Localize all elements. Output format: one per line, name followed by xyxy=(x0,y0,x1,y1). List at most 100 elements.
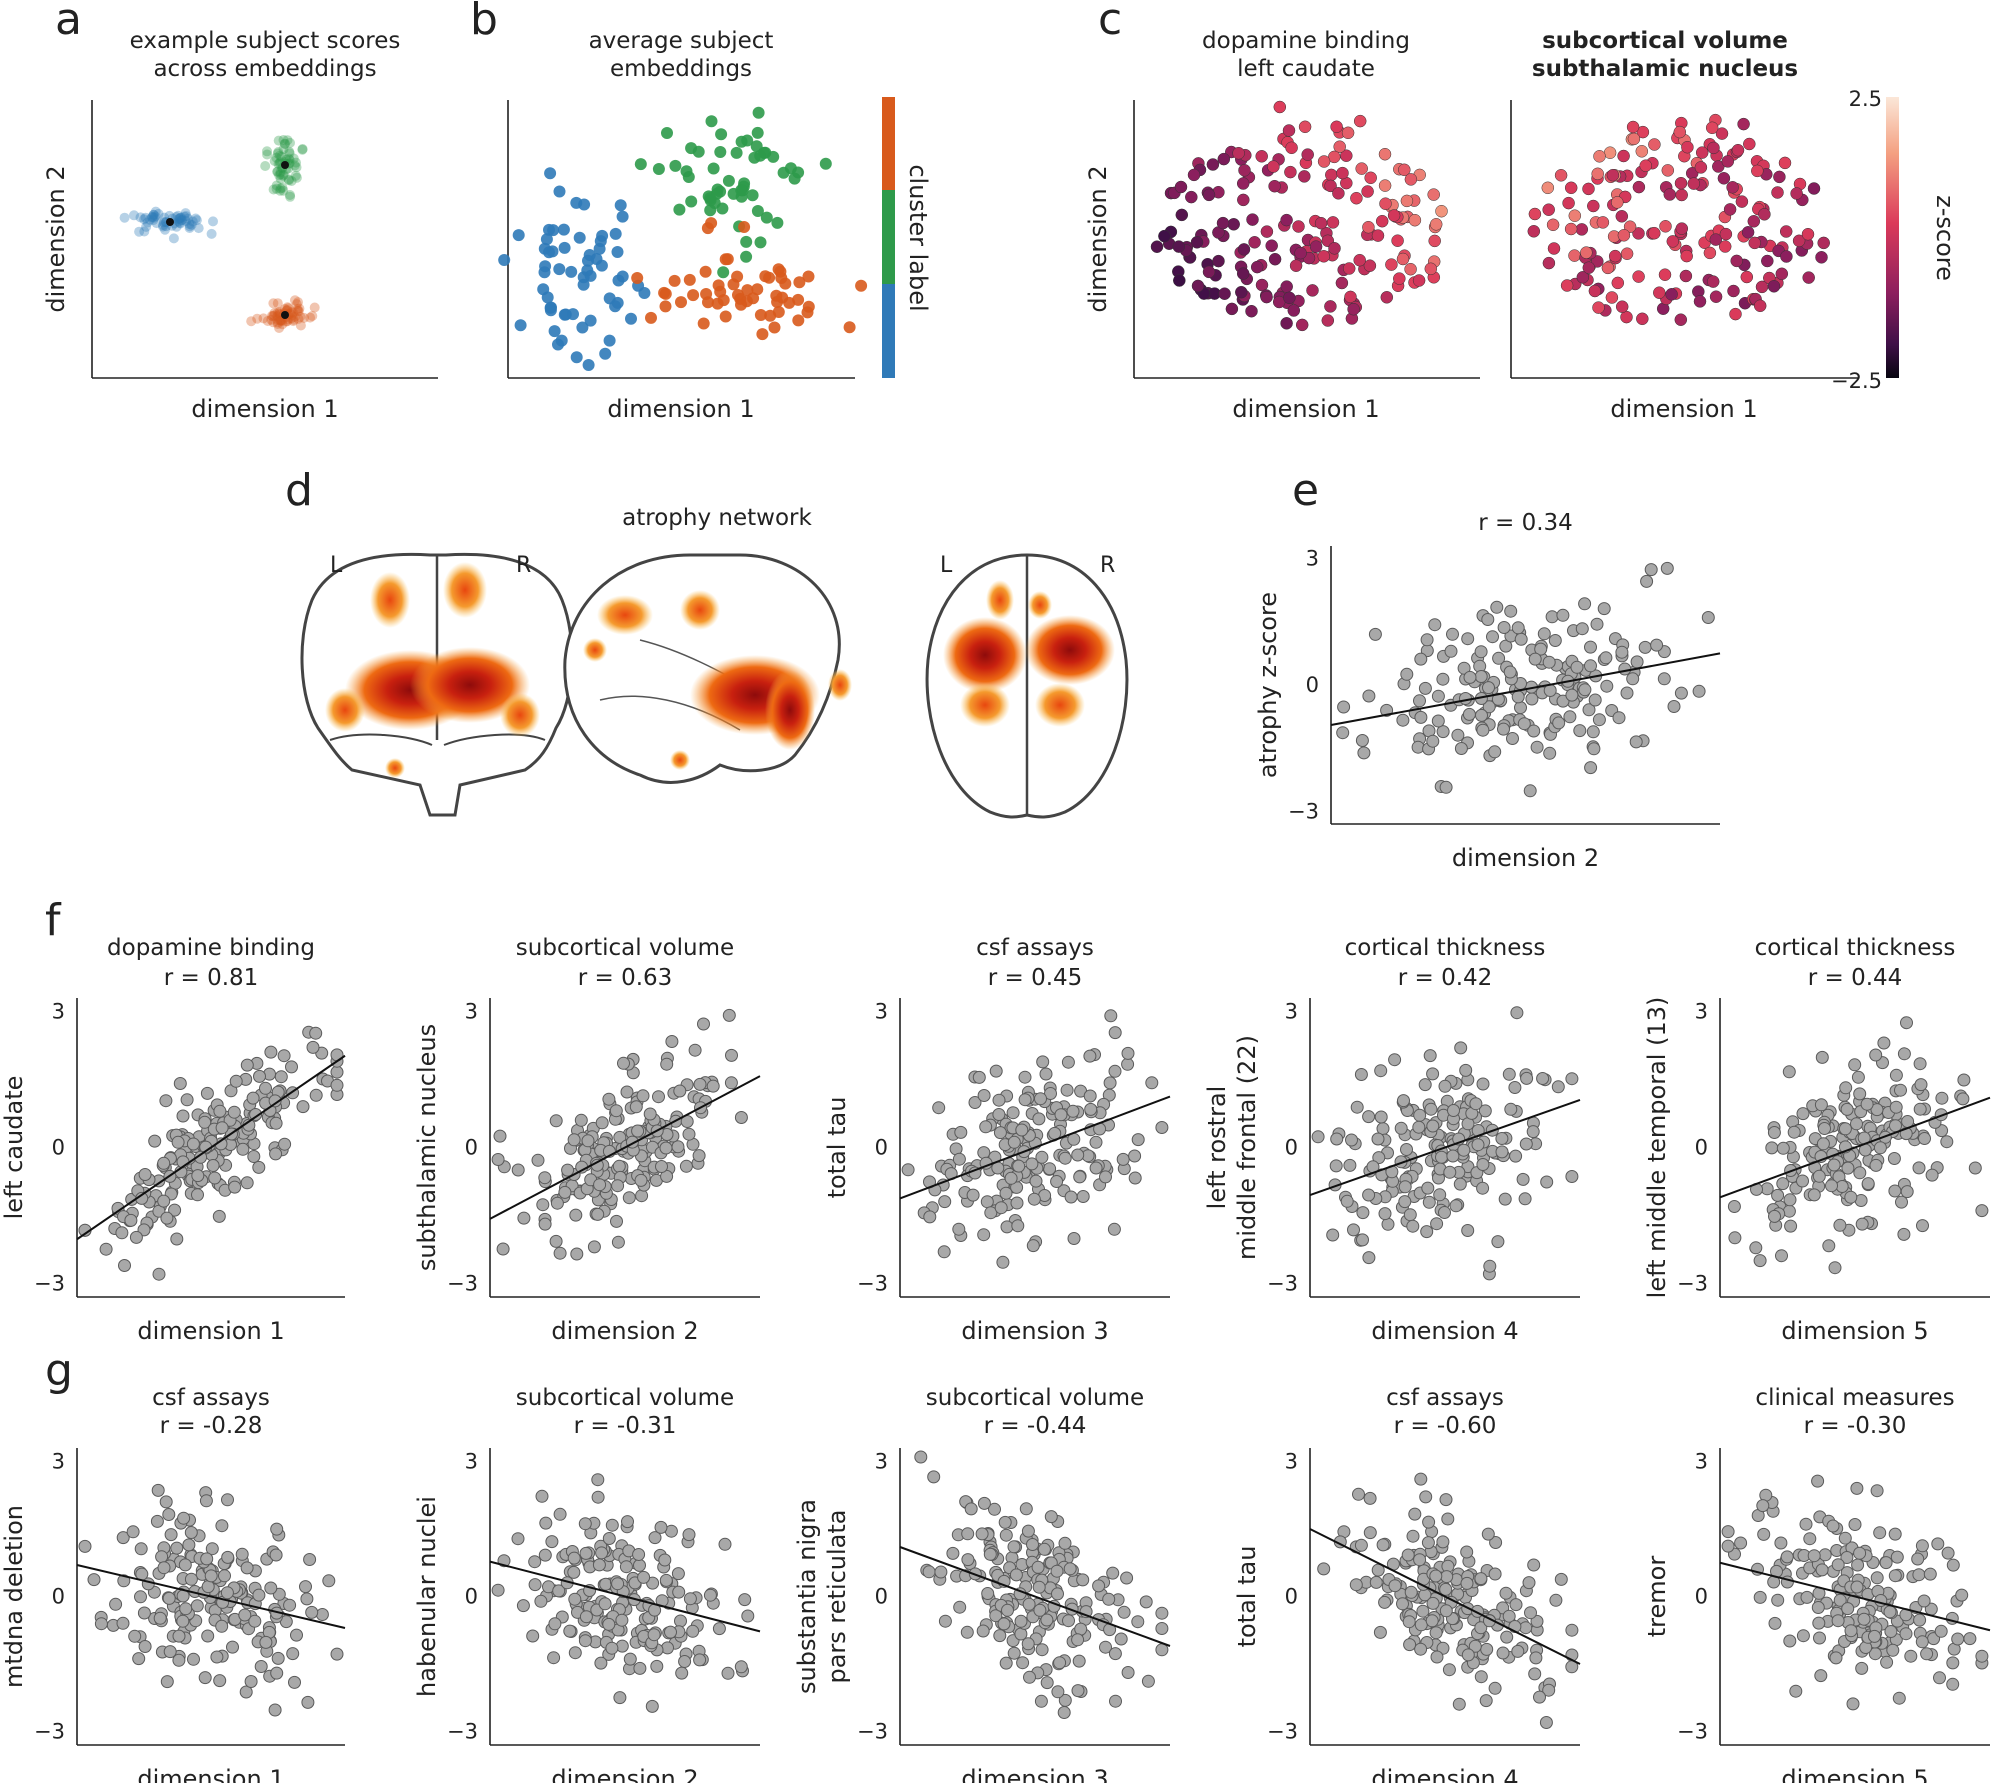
zscore-point xyxy=(1393,272,1406,285)
scatter-point xyxy=(296,1100,310,1114)
scatter-title-f5: cortical thickness xyxy=(1755,935,1956,961)
scatter-point xyxy=(1357,746,1371,760)
scatter-point xyxy=(249,1108,263,1121)
scatter-point xyxy=(1010,1196,1024,1210)
zscore-point xyxy=(1306,284,1319,297)
score-sample-point xyxy=(150,211,161,222)
embedding-point xyxy=(603,334,616,347)
score-sample-point xyxy=(295,320,306,331)
score-sample-point xyxy=(288,307,298,318)
scatter-point xyxy=(1481,613,1495,626)
zscore-point xyxy=(1773,170,1786,184)
zscore-point xyxy=(1603,146,1617,159)
score-sample-point xyxy=(272,148,283,159)
scatter-point xyxy=(1438,1079,1452,1093)
zscore-point xyxy=(1608,249,1622,263)
scatter-point xyxy=(1099,1640,1112,1654)
scatter-point xyxy=(278,1137,292,1151)
scatter-point xyxy=(1556,608,1570,622)
score-sample-point xyxy=(174,213,185,224)
zscore-point xyxy=(1658,268,1672,281)
scatter-point xyxy=(623,1652,637,1666)
scatter-point xyxy=(1141,1674,1155,1688)
scatter-point xyxy=(1354,1068,1368,1081)
score-sample-point xyxy=(289,311,300,322)
zscore-point xyxy=(1588,284,1602,298)
scatter-point xyxy=(1476,1077,1490,1091)
scatter-title-f3: csf assays xyxy=(976,935,1094,961)
scatter-point xyxy=(137,1606,151,1620)
score-sample-point xyxy=(184,219,195,230)
zscore-point xyxy=(1562,196,1575,210)
y-tick-label: 0 xyxy=(1695,1585,1708,1609)
scatter-point xyxy=(1776,1141,1790,1155)
zscore-point xyxy=(1236,177,1250,190)
scatter-point xyxy=(1099,1170,1112,1184)
scatter-point xyxy=(1031,1560,1045,1574)
scatter-point xyxy=(594,1656,608,1670)
scatter-point xyxy=(1853,1546,1867,1560)
scatter-point xyxy=(1496,1646,1510,1660)
embedding-point xyxy=(711,183,724,196)
y-tick-label: 0 xyxy=(52,1136,65,1160)
zscore-point xyxy=(1283,291,1296,305)
scatter-point xyxy=(1800,1590,1814,1604)
embedding-point xyxy=(539,260,552,273)
scatter-point xyxy=(1022,1597,1036,1611)
score-sample-point xyxy=(268,311,278,322)
zscore-point xyxy=(1792,234,1806,248)
zscore-point xyxy=(1802,271,1815,284)
scatter-title-f1: dopamine binding xyxy=(107,935,315,961)
scatter-point xyxy=(1461,1648,1475,1662)
score-sample-point xyxy=(275,169,286,180)
scatter-panel-f4: cortical thickness r = 0.42 3 0 −3 dimension … xyxy=(1203,935,1581,1345)
panel-c-right-title-line1: subcortical volume xyxy=(1542,28,1788,54)
scatter-point xyxy=(1527,724,1541,738)
scatter-point xyxy=(264,1045,278,1059)
score-sample-point xyxy=(283,303,294,314)
scatter-point xyxy=(1403,1638,1417,1652)
scatter-point xyxy=(996,1255,1010,1269)
embedding-point xyxy=(802,300,815,313)
zscore-point xyxy=(1706,275,1720,288)
scatter-point xyxy=(1931,1537,1945,1551)
score-sample-point xyxy=(273,135,284,146)
scatter-point xyxy=(1818,1548,1832,1562)
scatter-point xyxy=(937,1245,951,1259)
zscore-point xyxy=(1611,276,1625,290)
scatter-point xyxy=(1533,1690,1546,1704)
cluster-colorbar-label: cluster label xyxy=(904,164,932,311)
scatter-point xyxy=(1430,1217,1444,1231)
scatter-point xyxy=(1006,1106,1020,1120)
scatter-point xyxy=(1968,1161,1982,1175)
scatter-point xyxy=(1414,1642,1428,1656)
embedding-point xyxy=(777,166,790,179)
panel-a-score-clouds xyxy=(119,135,320,333)
scatter-point xyxy=(1040,1613,1054,1627)
scatter-point xyxy=(517,1211,531,1225)
scatter-point xyxy=(1398,1195,1412,1209)
scatter-point xyxy=(980,1195,994,1209)
scatter-point xyxy=(988,1502,1001,1516)
scatter-point xyxy=(994,1201,1008,1215)
scatter-point xyxy=(1524,1606,1537,1620)
scatter-point xyxy=(1089,1161,1103,1175)
scatter-point xyxy=(1083,1089,1097,1103)
scatter-point xyxy=(1336,726,1350,740)
score-sample-point xyxy=(139,226,150,237)
scatter-point xyxy=(1780,1550,1794,1564)
scatter-point xyxy=(659,1573,673,1587)
panel-a-x-label: dimension 1 xyxy=(191,395,338,423)
scatter-point xyxy=(1029,1174,1043,1188)
scatter-point xyxy=(274,1070,288,1084)
score-sample-point xyxy=(305,312,316,323)
scatter-point xyxy=(647,1628,661,1642)
embedding-point xyxy=(548,325,561,338)
example-subject-point xyxy=(281,161,289,169)
embedding-point xyxy=(661,127,673,139)
scatter-point xyxy=(1941,1546,1955,1560)
score-sample-point xyxy=(190,213,201,224)
scatter-point xyxy=(199,1494,213,1508)
scatter-title-f4: cortical thickness xyxy=(1345,935,1546,961)
scatter-point xyxy=(1356,1206,1370,1220)
